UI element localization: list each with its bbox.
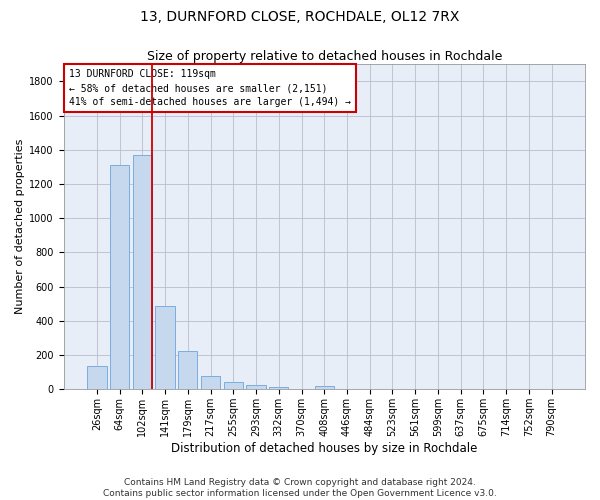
Bar [269,386,289,390]
Bar [110,165,129,390]
Text: Contains HM Land Registry data © Crown copyright and database right 2024.
Contai: Contains HM Land Registry data © Crown c… [103,478,497,498]
Text: 13, DURNFORD CLOSE, ROCHDALE, OL12 7RX: 13, DURNFORD CLOSE, ROCHDALE, OL12 7RX [140,10,460,24]
X-axis label: Distribution of detached houses by size in Rochdale: Distribution of detached houses by size … [171,442,478,455]
Bar [201,376,220,390]
Bar [133,155,152,390]
Bar [87,366,107,390]
Text: 13 DURNFORD CLOSE: 119sqm
← 58% of detached houses are smaller (2,151)
41% of se: 13 DURNFORD CLOSE: 119sqm ← 58% of detac… [69,69,351,107]
Bar [247,384,266,390]
Bar [314,386,334,390]
Bar [155,306,175,390]
Y-axis label: Number of detached properties: Number of detached properties [15,139,25,314]
Bar [178,351,197,390]
Title: Size of property relative to detached houses in Rochdale: Size of property relative to detached ho… [146,50,502,63]
Bar [224,382,243,390]
